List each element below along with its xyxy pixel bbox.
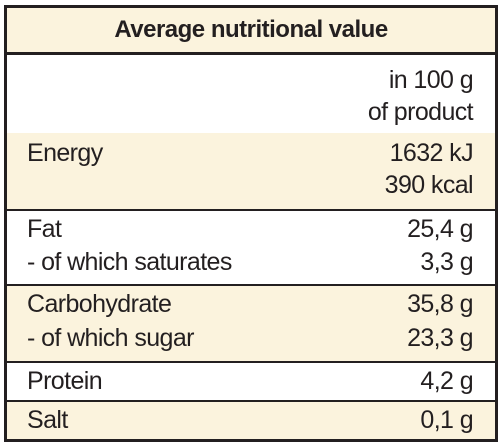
protein-value: 4,2 g [420,367,473,395]
table-title: Average nutritional value [7,8,495,55]
of-product-label: of product [367,98,474,126]
salt-value: 0,1 g [420,406,473,434]
table-row-protein: Protein 4,2 g [7,363,495,400]
sugar-label: - of which sugar [27,324,194,352]
saturates-label: - of which saturates [27,248,232,276]
row-divider [7,361,495,363]
carbohydrate-label: Carbohydrate [27,290,172,318]
header-row: in 100 g of product [7,58,495,133]
sugar-value: 23,3 g [407,324,474,352]
energy-kj-value: 1632 kJ [389,139,474,167]
table-row-salt: Salt 0,1 g [7,402,495,439]
protein-label: Protein [27,367,103,395]
nutrition-table: Average nutritional value in 100 g of pr… [4,5,498,442]
row-divider [7,400,495,402]
energy-kcal-value: 390 kcal [384,171,474,199]
row-divider [7,284,495,286]
salt-label: Salt [27,406,68,434]
table-row-fat: Fat 25,4 g - of which saturates 3,3 g [7,211,495,284]
fat-value: 25,4 g [407,215,474,243]
carbohydrate-value: 35,8 g [407,290,474,318]
table-row-energy: Energy 1632 kJ 390 kcal [7,133,495,209]
row-divider [7,209,495,211]
table-row-carbohydrate: Carbohydrate 35,8 g - of which sugar 23,… [7,286,495,361]
fat-label: Fat [27,215,62,243]
per-100g-label: in 100 g [388,66,474,94]
energy-label: Energy [27,139,103,167]
saturates-value: 3,3 g [420,248,473,276]
